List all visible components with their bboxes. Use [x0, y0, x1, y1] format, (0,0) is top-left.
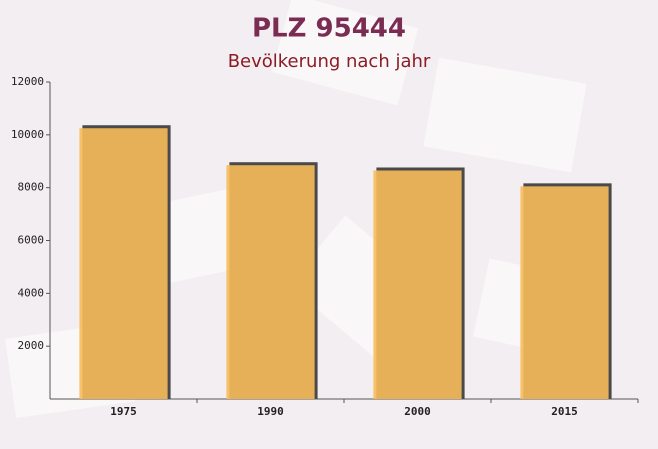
- x-tick-label: 1975: [110, 405, 137, 418]
- x-tick-label: 2015: [551, 405, 578, 418]
- y-tick-label: 6000: [18, 234, 45, 247]
- y-tick-label: 10000: [11, 128, 44, 141]
- y-tick-label: 4000: [18, 286, 45, 299]
- y-tick-label: 8000: [18, 181, 45, 194]
- x-tick-label: 2000: [404, 405, 431, 418]
- bar: [520, 186, 609, 399]
- y-tick-label: 12000: [11, 75, 44, 88]
- chart-subtitle: Bevölkerung nach jahr: [228, 51, 431, 72]
- y-tick-label: 2000: [18, 339, 45, 352]
- bar: [79, 128, 168, 399]
- chart-title: PLZ 95444: [252, 14, 406, 44]
- bar: [373, 170, 462, 399]
- bar: [226, 165, 315, 399]
- x-tick-label: 1990: [257, 405, 284, 418]
